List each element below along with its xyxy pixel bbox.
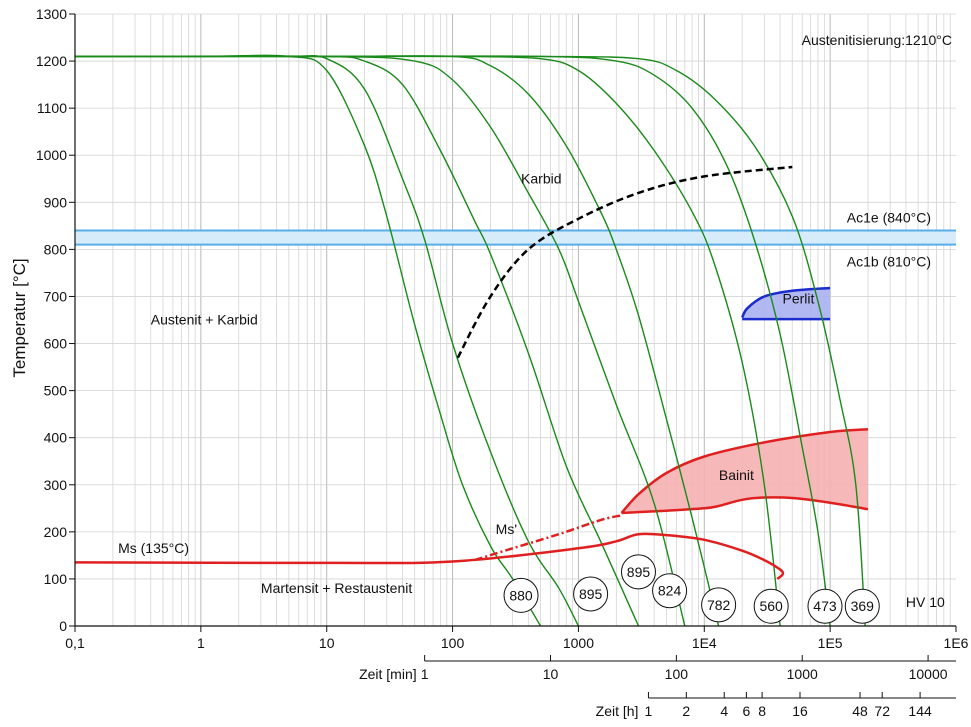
y-axis-label: Temperatur [°C]	[10, 258, 29, 377]
y-tick-label: 1000	[36, 147, 67, 163]
hardness-value: 895	[627, 564, 651, 580]
minute-tick-label: 10000	[909, 666, 948, 682]
hardness-value: 782	[707, 597, 731, 613]
hardness-value: 369	[851, 598, 875, 614]
minute-axis-label: Zeit [min]	[359, 666, 417, 682]
y-tick-label: 900	[44, 194, 68, 210]
region-label: Austenit + Karbid	[151, 312, 258, 328]
y-tick-label: 600	[44, 336, 68, 352]
region-label: Martensit + Restaustenit	[261, 580, 412, 596]
y-tick-label: 1100	[37, 100, 67, 116]
hour-tick-label: 1	[645, 703, 653, 719]
y-tick-label: 1200	[36, 53, 67, 69]
ac-label: Ac1e (840°C)	[847, 210, 931, 226]
overlay-lines	[74, 165, 793, 580]
hardness-value: 895	[579, 586, 603, 602]
x-tick-label: 100	[441, 635, 465, 651]
y-tick-label: 200	[44, 524, 68, 540]
y-tick-label: 1300	[36, 6, 67, 22]
bainit-lower-line	[621, 496, 869, 515]
x-tick-label: 1E5	[818, 635, 843, 651]
hardness-circle	[753, 588, 789, 624]
hardness-circle	[573, 576, 609, 612]
region-label: Karbid	[521, 170, 561, 186]
ms-prime-line	[474, 514, 622, 562]
cooling-curve	[75, 55, 866, 627]
perlit-start-line	[741, 286, 831, 319]
austenitization-note: Austenitisierung:1210°C	[802, 32, 952, 48]
hour-tick-label: 144	[908, 703, 932, 719]
hardness-value: 473	[813, 598, 837, 614]
y-tick-label: 0	[59, 618, 67, 634]
grid	[74, 13, 956, 627]
region-label: Bainit	[719, 467, 754, 483]
hardness-circle	[652, 573, 688, 609]
ac-band-fill	[75, 230, 956, 245]
hardness-value: 560	[759, 598, 783, 614]
x-tick-label: 0,1	[65, 635, 85, 651]
hardness-circle	[844, 588, 880, 624]
labels: Ac1e (840°C) Ac1b (810°C) Austenit + Karbi…	[118, 170, 945, 610]
minute-tick-label: 100	[665, 666, 689, 682]
ms-line	[74, 532, 785, 580]
ac-bands	[75, 229, 956, 246]
cooling-curve	[75, 54, 542, 627]
x-tick-label: 1000	[563, 635, 594, 651]
y-tick-label: 700	[44, 288, 68, 304]
hour-tick-label: 2	[682, 703, 690, 719]
hour-tick-label: 8	[758, 703, 766, 719]
y-tick-label: 300	[44, 477, 68, 493]
region-label: Ms'	[496, 521, 517, 537]
hour-tick-label: 72	[874, 703, 890, 719]
hardness-circle	[807, 588, 843, 624]
x-tick-label: 10	[319, 635, 335, 651]
hour-tick-label: 48	[852, 703, 868, 719]
hardness-value: 880	[509, 587, 533, 603]
minute-tick-label: 10	[543, 666, 559, 682]
cooling-curves	[74, 54, 866, 627]
hour-tick-label: 6	[742, 703, 750, 719]
x-tick-label: 1E4	[692, 635, 717, 651]
bainit-start-line	[620, 427, 869, 514]
bainit-region	[621, 429, 868, 513]
hardness-circle	[503, 577, 539, 613]
y-tick-label: 400	[44, 430, 68, 446]
hardness-circle	[701, 587, 737, 623]
minute-tick-label: 1	[421, 666, 429, 682]
perlit-region	[742, 288, 831, 320]
minute-tick-label: 1000	[787, 666, 818, 682]
axes: 0100200300400500600700800900100011001200…	[36, 6, 969, 719]
hour-tick-label: 16	[792, 703, 808, 719]
ac-label: Ac1b (810°C)	[847, 254, 931, 270]
y-tick-label: 500	[44, 383, 68, 399]
karbid-curve	[456, 165, 793, 359]
x-tick-label: 1E6	[944, 635, 969, 651]
hour-tick-label: 4	[720, 703, 728, 719]
hardness-circle	[620, 554, 656, 590]
phase-regions	[620, 286, 869, 515]
y-tick-label: 800	[44, 241, 68, 257]
x-tick-label: 1	[197, 635, 205, 651]
region-label: Ms (135°C)	[118, 540, 189, 556]
region-label: Perlit	[782, 291, 814, 307]
hardness-circles: 880 895 895 824 782 560 473 369	[503, 554, 880, 624]
region-label: HV 10	[906, 594, 945, 610]
hour-axis-label: Zeit [h]	[596, 703, 639, 719]
y-tick-label: 100	[44, 571, 68, 587]
hardness-value: 824	[658, 583, 682, 599]
